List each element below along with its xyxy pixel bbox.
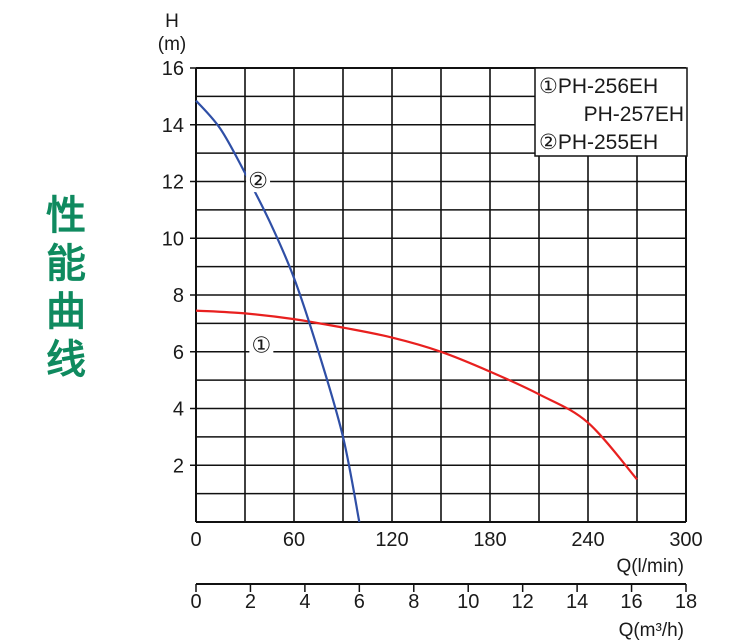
y-tick-label: 4 — [173, 399, 184, 421]
x-axis-primary-label: Q(l/min) — [616, 556, 684, 577]
curve-label: ② — [248, 168, 268, 193]
legend-entry: ②PH-255EH — [539, 131, 658, 154]
chart-series: ②① — [195, 99, 638, 523]
x2-tick-label: 10 — [457, 591, 479, 613]
series-line-1 — [195, 309, 638, 481]
x-tick-label: 180 — [473, 529, 506, 551]
x2-tick-label: 0 — [190, 591, 201, 613]
x-tick-label: 120 — [375, 529, 408, 551]
side-title-char: 能 — [46, 241, 86, 287]
series-line-2 — [195, 99, 361, 523]
x2-tick-label: 12 — [512, 591, 534, 613]
x2-tick-label: 8 — [408, 591, 419, 613]
y-tick-label: 2 — [173, 455, 184, 477]
legend-entry: ①PH-256EH — [539, 75, 658, 98]
x2-tick-label: 2 — [245, 591, 256, 613]
chart-side-title: 性 能 曲 线 — [46, 192, 86, 384]
x-tick-label: 300 — [669, 529, 702, 551]
side-title-char: 线 — [46, 337, 86, 383]
x-tick-label: 0 — [190, 529, 201, 551]
x-tick-label: 60 — [283, 529, 305, 551]
y-tick-label: 8 — [173, 285, 184, 307]
legend-box — [534, 67, 688, 157]
curve-label: ① — [251, 333, 271, 358]
x2-tick-label: 4 — [299, 591, 310, 613]
x2-tick-label: 18 — [675, 591, 697, 613]
curve-label-bg — [246, 168, 271, 193]
y-axis-label: H — [165, 11, 179, 32]
y-tick-label: 16 — [162, 58, 184, 80]
curve-label-bg — [249, 332, 274, 357]
x2-tick-label: 6 — [354, 591, 365, 613]
legend-entry: PH-257EH — [584, 103, 684, 126]
side-title-char: 性 — [46, 193, 86, 239]
chart-legend: ①PH-256EH PH-257EH ②PH-255EH — [534, 67, 688, 157]
y-axis-unit: (m) — [158, 34, 186, 55]
side-title-char: 曲 — [46, 289, 86, 335]
y-tick-label: 10 — [162, 228, 184, 250]
y-tick-label: 6 — [173, 342, 184, 364]
x2-tick-label: 14 — [566, 591, 588, 613]
y-tick-label: 14 — [162, 115, 184, 137]
x-axis-secondary-label: Q(m³/h) — [619, 620, 684, 641]
x2-tick-label: 16 — [620, 591, 642, 613]
x-tick-label: 240 — [571, 529, 604, 551]
y-tick-label: 12 — [162, 172, 184, 194]
